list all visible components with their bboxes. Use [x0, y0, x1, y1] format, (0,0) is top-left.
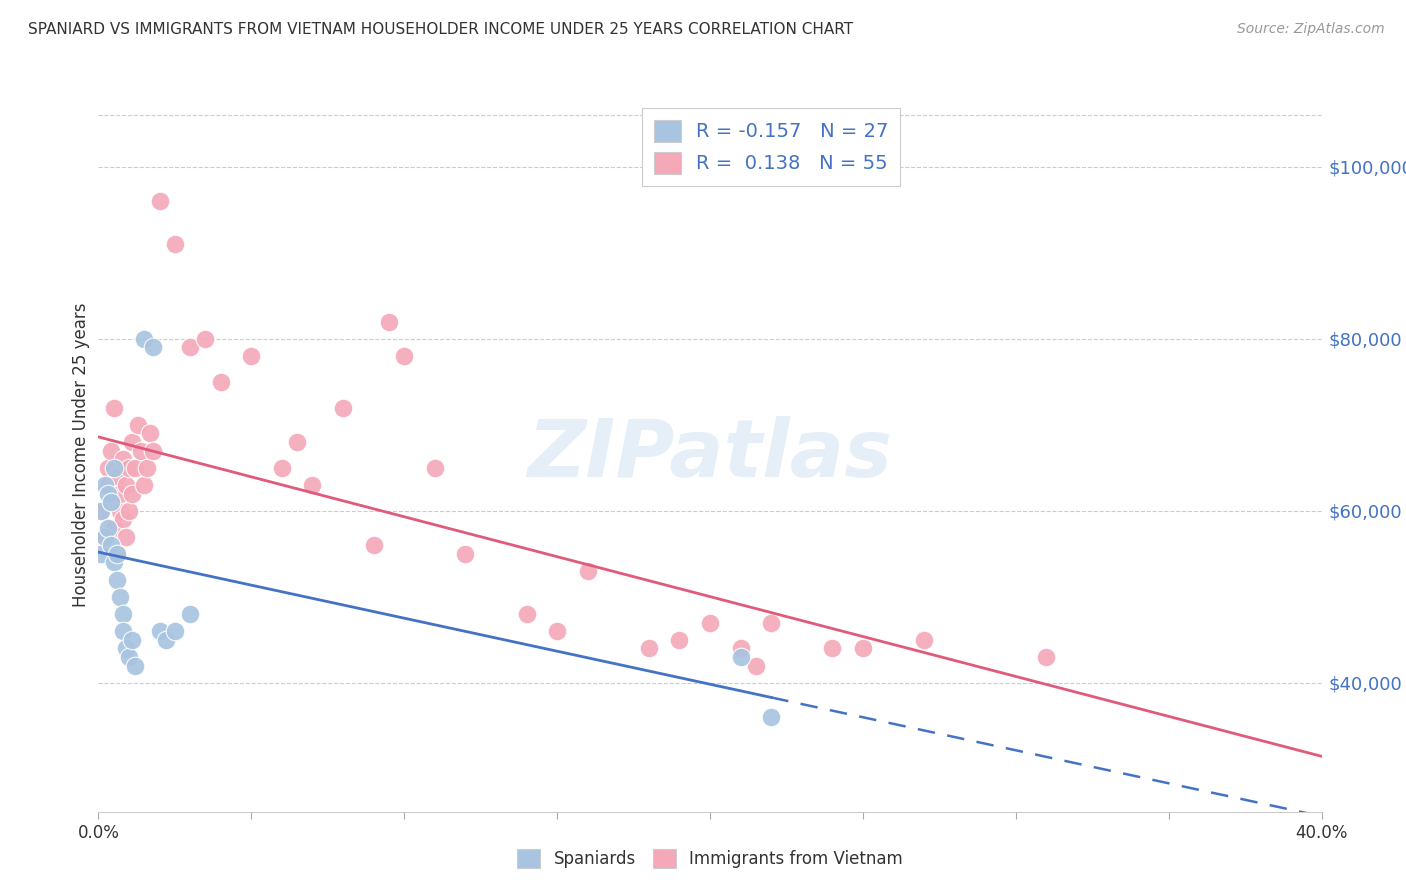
Point: [93, 530, 115, 544]
Legend: Spaniards, Immigrants from Vietnam: Spaniards, Immigrants from Vietnam: [510, 842, 910, 875]
Point: [378, 315, 401, 329]
Y-axis label: Householder Income Under 25 years: Householder Income Under 25 years: [72, 302, 90, 607]
Point: [127, 417, 149, 432]
Point: [134, 478, 156, 492]
Point: [637, 641, 661, 656]
Text: Source: ZipAtlas.com: Source: ZipAtlas.com: [1237, 22, 1385, 37]
Point: [118, 504, 141, 518]
Point: [90, 504, 112, 518]
Point: [155, 632, 177, 647]
Point: [105, 469, 128, 483]
Point: [1035, 650, 1057, 665]
Point: [100, 443, 122, 458]
Point: [103, 555, 125, 569]
Point: [97, 460, 120, 475]
Point: [108, 504, 131, 518]
Point: [546, 624, 568, 639]
Point: [115, 641, 138, 656]
Point: [912, 632, 935, 647]
Point: [668, 632, 690, 647]
Point: [821, 641, 844, 656]
Point: [100, 495, 122, 509]
Point: [103, 460, 125, 475]
Point: [136, 460, 159, 475]
Point: [103, 521, 125, 535]
Point: [90, 547, 112, 561]
Point: [139, 426, 162, 441]
Point: [576, 564, 599, 578]
Point: [121, 632, 143, 647]
Point: [179, 341, 201, 355]
Point: [100, 495, 122, 509]
Point: [179, 607, 201, 621]
Text: SPANIARD VS IMMIGRANTS FROM VIETNAM HOUSEHOLDER INCOME UNDER 25 YEARS CORRELATIO: SPANIARD VS IMMIGRANTS FROM VIETNAM HOUS…: [28, 22, 853, 37]
Point: [454, 547, 477, 561]
Point: [121, 486, 143, 500]
Point: [111, 452, 134, 467]
Point: [115, 530, 138, 544]
Point: [134, 332, 156, 346]
Point: [97, 486, 120, 500]
Point: [730, 650, 752, 665]
Point: [115, 478, 138, 492]
Point: [163, 624, 186, 639]
Point: [194, 332, 217, 346]
Point: [240, 349, 263, 363]
Point: [142, 443, 165, 458]
Point: [363, 538, 385, 552]
Point: [105, 547, 128, 561]
Point: [118, 650, 141, 665]
Point: [209, 375, 232, 389]
Point: [149, 194, 172, 209]
Point: [745, 658, 768, 673]
Point: [759, 710, 782, 724]
Point: [759, 615, 782, 630]
Point: [270, 460, 292, 475]
Point: [93, 478, 115, 492]
Point: [108, 590, 131, 604]
Point: [118, 460, 141, 475]
Point: [332, 401, 354, 415]
Point: [121, 435, 143, 450]
Point: [423, 460, 446, 475]
Point: [124, 460, 146, 475]
Point: [392, 349, 416, 363]
Point: [97, 478, 120, 492]
Point: [142, 341, 165, 355]
Text: ZIPatlas: ZIPatlas: [527, 416, 893, 494]
Point: [285, 435, 308, 450]
Point: [103, 401, 125, 415]
Point: [105, 547, 128, 561]
Point: [97, 521, 120, 535]
Point: [111, 624, 134, 639]
Point: [699, 615, 721, 630]
Point: [108, 486, 131, 500]
Point: [516, 607, 538, 621]
Point: [105, 573, 128, 587]
Point: [852, 641, 875, 656]
Point: [129, 443, 152, 458]
Point: [111, 607, 134, 621]
Point: [124, 658, 146, 673]
Point: [100, 538, 122, 552]
Point: [301, 478, 323, 492]
Point: [730, 641, 752, 656]
Point: [90, 504, 112, 518]
Point: [163, 237, 186, 252]
Point: [149, 624, 172, 639]
Point: [93, 530, 115, 544]
Point: [111, 512, 134, 526]
